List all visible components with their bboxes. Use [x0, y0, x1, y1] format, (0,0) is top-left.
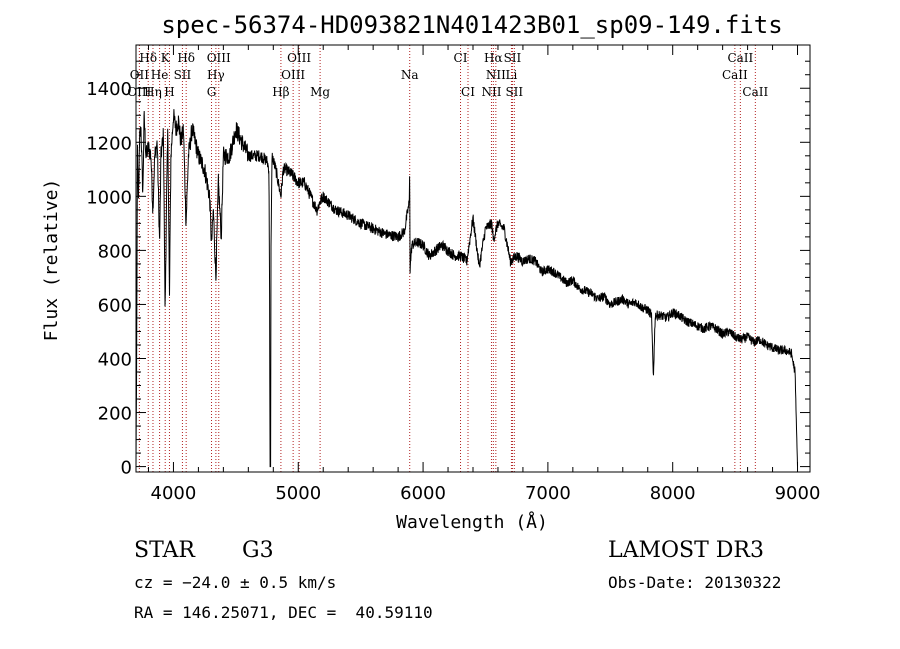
redshift-value: cz = −24.0 ± 0.5 km/s — [134, 573, 337, 592]
line-marker-label: OIII — [207, 51, 231, 65]
y-tick-label: 200 — [98, 404, 132, 425]
x-axis: 4000 5000 6000 7000 8000 9000 — [147, 45, 821, 504]
observation-date: Obs-Date: 20130322 — [608, 573, 782, 592]
y-tick-label: 1200 — [86, 133, 132, 154]
y-tick-label: 0 — [121, 458, 132, 479]
y-tick-label: 800 — [98, 241, 132, 262]
x-axis-label: Wavelength (Å) — [396, 511, 548, 533]
line-markers — [138, 45, 756, 472]
line-marker-label: Hη — [144, 85, 162, 99]
line-marker-label: Mg — [310, 85, 330, 99]
chart-title: spec-56374-HD093821N401423B01_sp09-149.f… — [161, 11, 782, 39]
line-marker-label: SII — [504, 51, 522, 65]
line-marker-label: K — [161, 51, 171, 65]
line-marker-label: CaII — [727, 51, 753, 65]
line-marker-label: Na — [401, 68, 419, 82]
y-tick-label: 400 — [98, 349, 132, 370]
line-marker-label: Hα — [484, 51, 503, 65]
x-tick-label: 4000 — [151, 483, 197, 504]
x-tick-label: 8000 — [650, 483, 696, 504]
spectral-subclass: G3 — [242, 538, 274, 563]
line-marker-label: OIII — [287, 51, 311, 65]
x-tick-label: 5000 — [275, 483, 321, 504]
line-marker-label: Hβ — [272, 85, 289, 99]
line-marker-label: NII — [481, 85, 501, 99]
line-marker-label: SII — [505, 85, 523, 99]
line-marker-label: He — [151, 68, 169, 82]
line-marker-label: G — [207, 85, 217, 99]
line-marker-label: OIII — [281, 68, 305, 82]
line-marker-label: Hδ — [139, 51, 157, 65]
line-marker-label: Li — [506, 68, 518, 82]
survey-label: LAMOST DR3 — [608, 538, 764, 563]
spectrum-line — [135, 109, 798, 468]
x-tick-label: 7000 — [525, 483, 571, 504]
line-marker-label: CaII — [722, 68, 748, 82]
line-marker-label: CaII — [742, 85, 768, 99]
line-marker-label: CI — [461, 85, 475, 99]
y-tick-label: 1400 — [86, 79, 132, 100]
x-tick-label: 9000 — [775, 483, 821, 504]
line-marker-label: Hδ — [177, 51, 195, 65]
line-marker-label: NII — [486, 68, 506, 82]
plot-frame — [135, 44, 811, 473]
y-tick-label: 1000 — [86, 187, 132, 208]
y-tick-label: 600 — [98, 295, 132, 316]
line-marker-label: Hγ — [207, 68, 225, 82]
object-class: STAR — [134, 538, 195, 563]
line-marker-label: SII — [174, 68, 192, 82]
y-axis-label: Flux (relative) — [41, 179, 62, 342]
line-marker-label: CI — [454, 51, 468, 65]
coordinates: RA = 146.25071, DEC = 40.59110 — [134, 603, 433, 622]
x-tick-label: 6000 — [400, 483, 446, 504]
line-marker-label: H — [164, 85, 174, 99]
y-axis: 0 200 400 600 800 1000 1200 1400 — [86, 60, 810, 479]
